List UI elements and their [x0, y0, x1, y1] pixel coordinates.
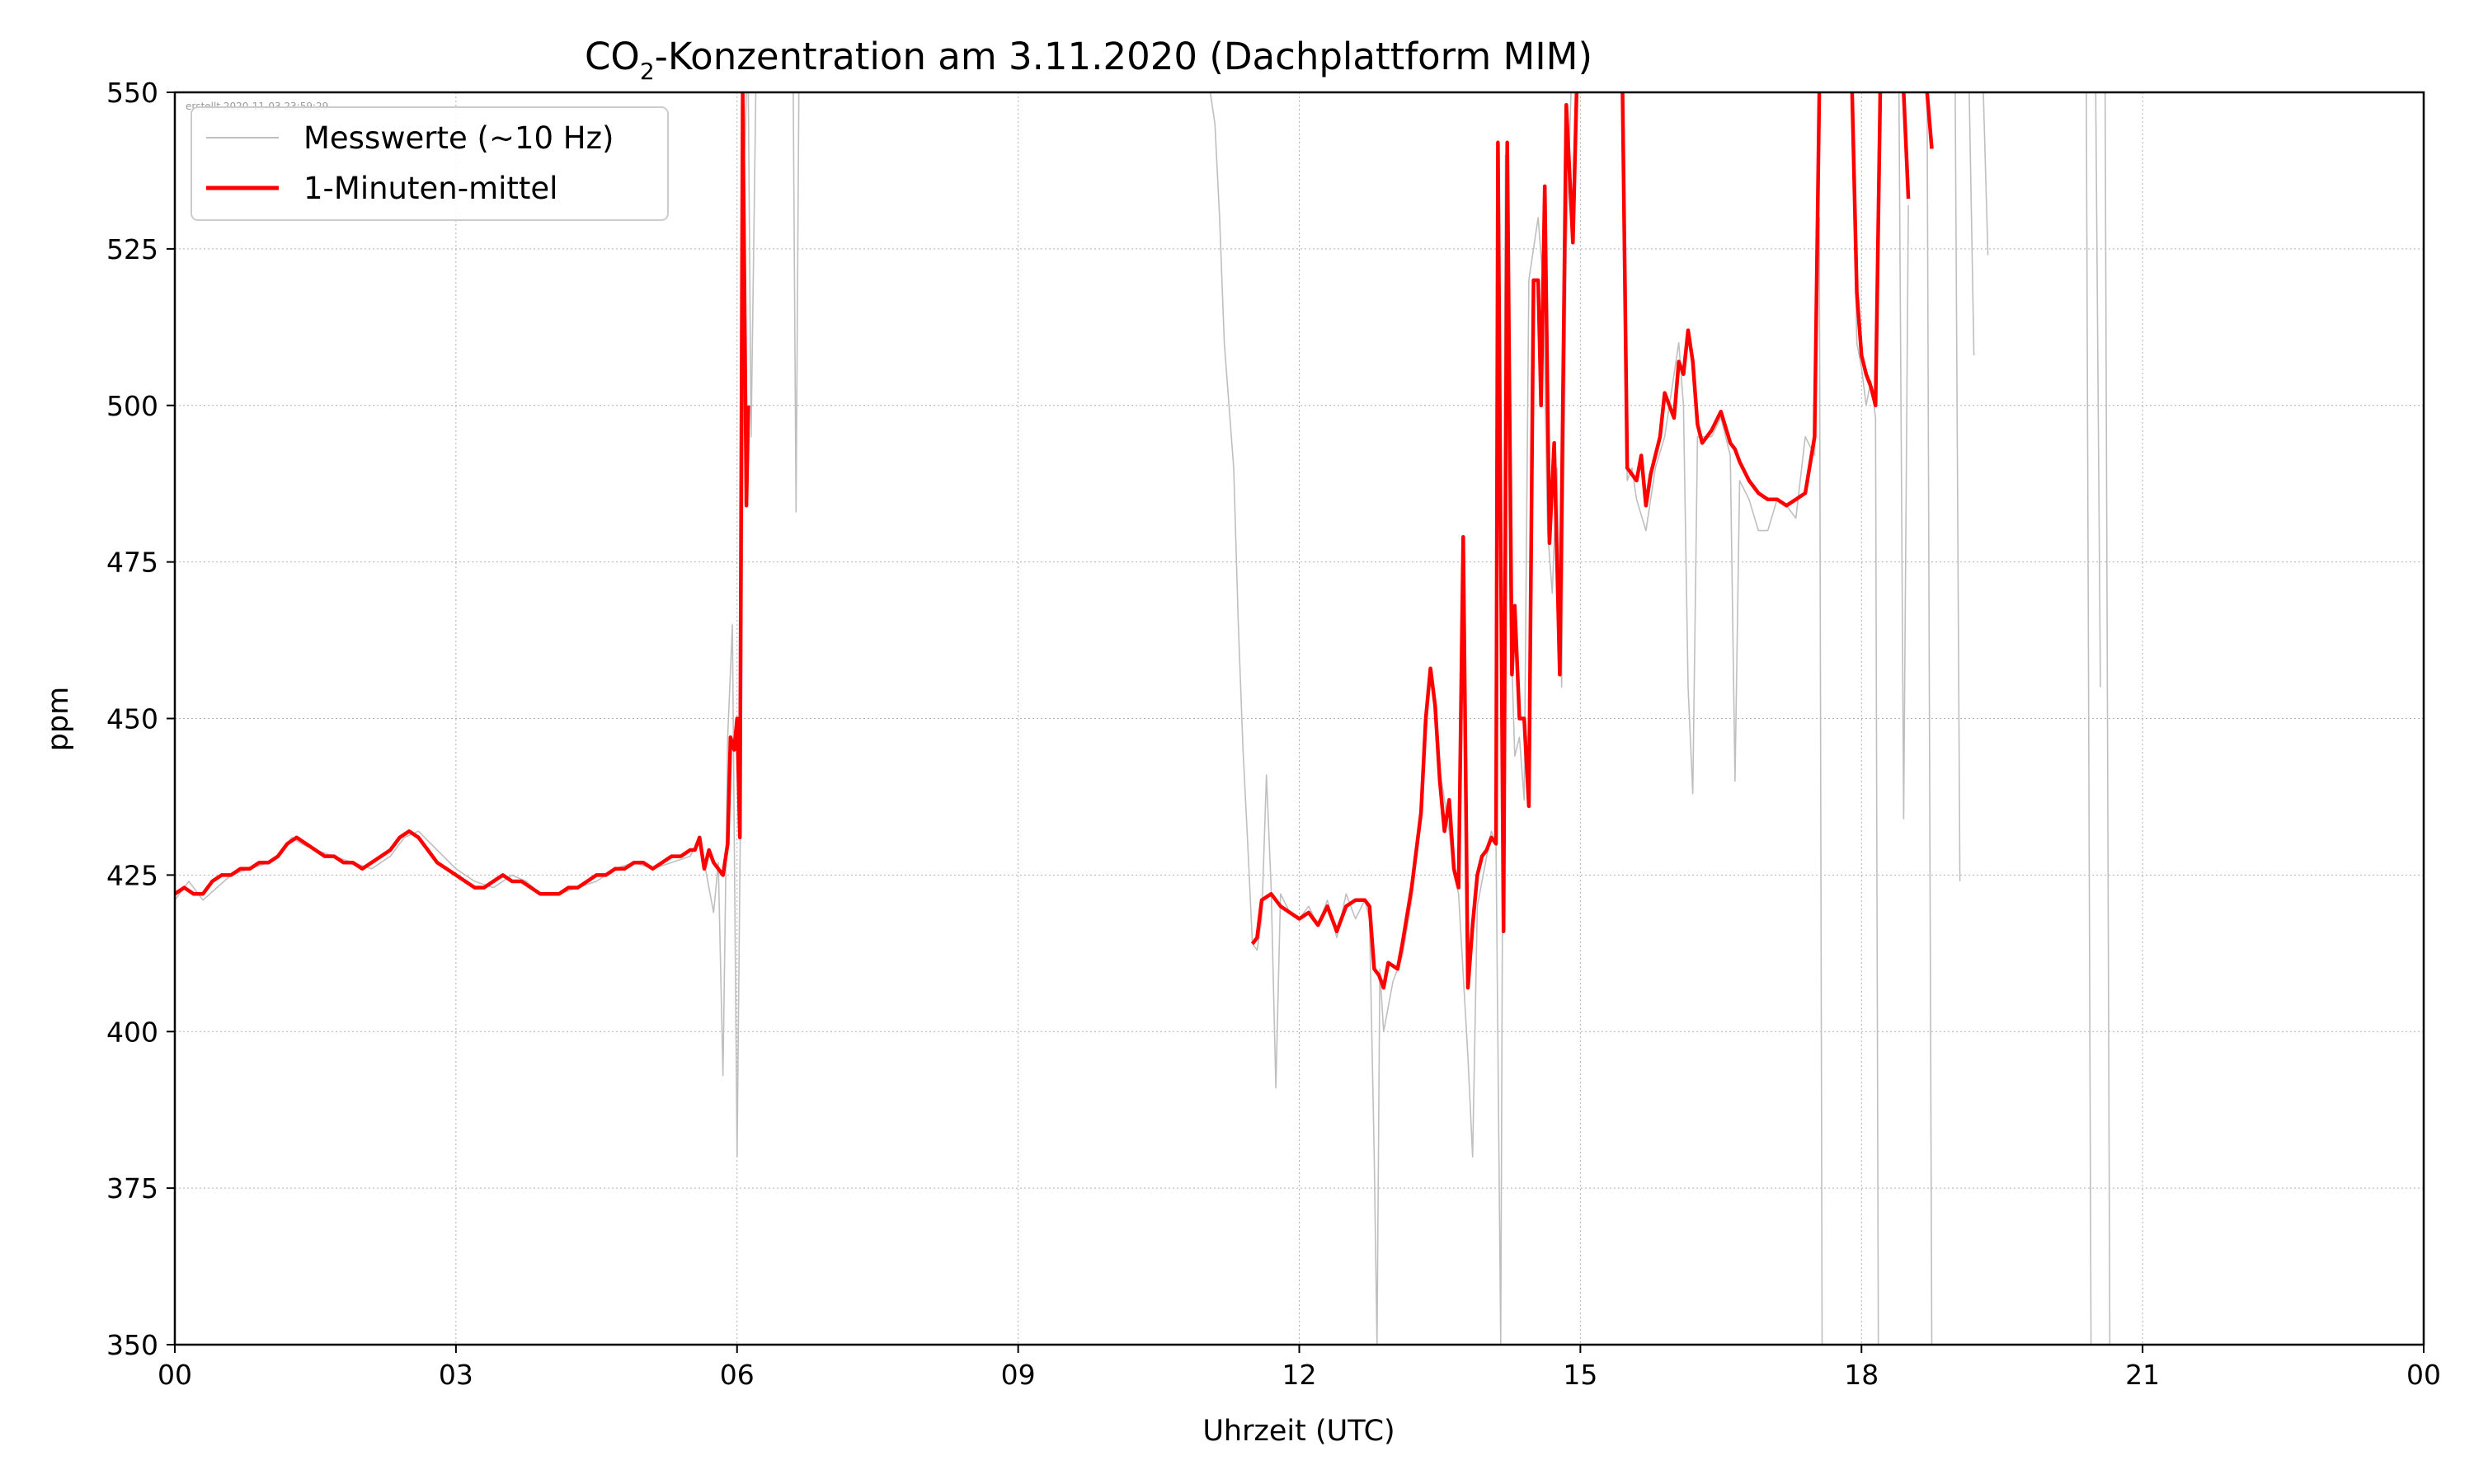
- legend-raw-label: Messwerte (~10 Hz): [303, 120, 614, 156]
- x-tick-label: 00: [2406, 1359, 2441, 1391]
- mean-series-layer: [175, 92, 1934, 990]
- raw-series-line: [2086, 92, 2092, 1345]
- x-tick-label: 03: [439, 1359, 473, 1391]
- y-tick-label: 550: [106, 77, 158, 109]
- x-tick-label: 15: [1563, 1359, 1597, 1391]
- plot-area: [175, 92, 2111, 1345]
- x-tick-label: 00: [158, 1359, 192, 1391]
- y-tick-label: 450: [106, 703, 158, 735]
- raw-series-line: [1621, 92, 1823, 1345]
- x-tick-label: 06: [720, 1359, 755, 1391]
- mean-series-line: [1620, 92, 1822, 508]
- x-axis-label: Uhrzeit (UTC): [1202, 1415, 1395, 1448]
- raw-series-layer: [175, 92, 2111, 1345]
- legend-mean-label: 1-Minuten-mittel: [303, 171, 557, 206]
- y-tick-label: 475: [106, 547, 158, 579]
- raw-series-line: [1898, 92, 1909, 819]
- mean-series-line: [1250, 92, 1579, 990]
- y-tick-label: 400: [106, 1016, 158, 1048]
- raw-series-line: [175, 92, 747, 1158]
- raw-series-line: [793, 92, 800, 513]
- axis-ticks: 00 03 06 09 12 15 18 21 003503754004254504755005…: [106, 77, 2441, 1391]
- raw-series-line: [1926, 92, 1933, 1345]
- x-tick-label: 18: [1844, 1359, 1879, 1391]
- mean-series-line: [1925, 92, 1934, 149]
- raw-series-line: [1954, 92, 1961, 882]
- raw-series-line: [1982, 92, 1989, 256]
- y-tick-label: 425: [106, 859, 158, 891]
- x-tick-label: 12: [1282, 1359, 1317, 1391]
- raw-series-line: [747, 92, 757, 438]
- raw-series-line: [1209, 92, 1572, 1345]
- chart-title: CO2-Konzentration am 3.11.2020 (Dachplat…: [585, 35, 1592, 85]
- grid-lines: [174, 92, 2425, 1345]
- x-tick-label: 09: [1001, 1359, 1036, 1391]
- legend: Messwerte (~10 Hz) 1-Minuten-mittel: [190, 106, 669, 221]
- y-tick-label: 350: [106, 1329, 158, 1361]
- raw-series-line: [2095, 92, 2101, 688]
- y-axis-label: ppm: [42, 687, 75, 752]
- raw-series-line: [1968, 92, 1975, 356]
- y-tick-label: 375: [106, 1172, 158, 1205]
- x-tick-label: 21: [2125, 1359, 2160, 1391]
- raw-series-line: [2104, 92, 2111, 1345]
- legend-box: [190, 106, 669, 221]
- raw-series-line: [1851, 92, 1879, 1345]
- y-tick-label: 500: [106, 390, 158, 422]
- y-tick-label: 525: [106, 233, 158, 265]
- mean-series-line: [1902, 92, 1911, 200]
- mean-series-line: [1850, 92, 1883, 408]
- mean-series-line: [175, 92, 750, 896]
